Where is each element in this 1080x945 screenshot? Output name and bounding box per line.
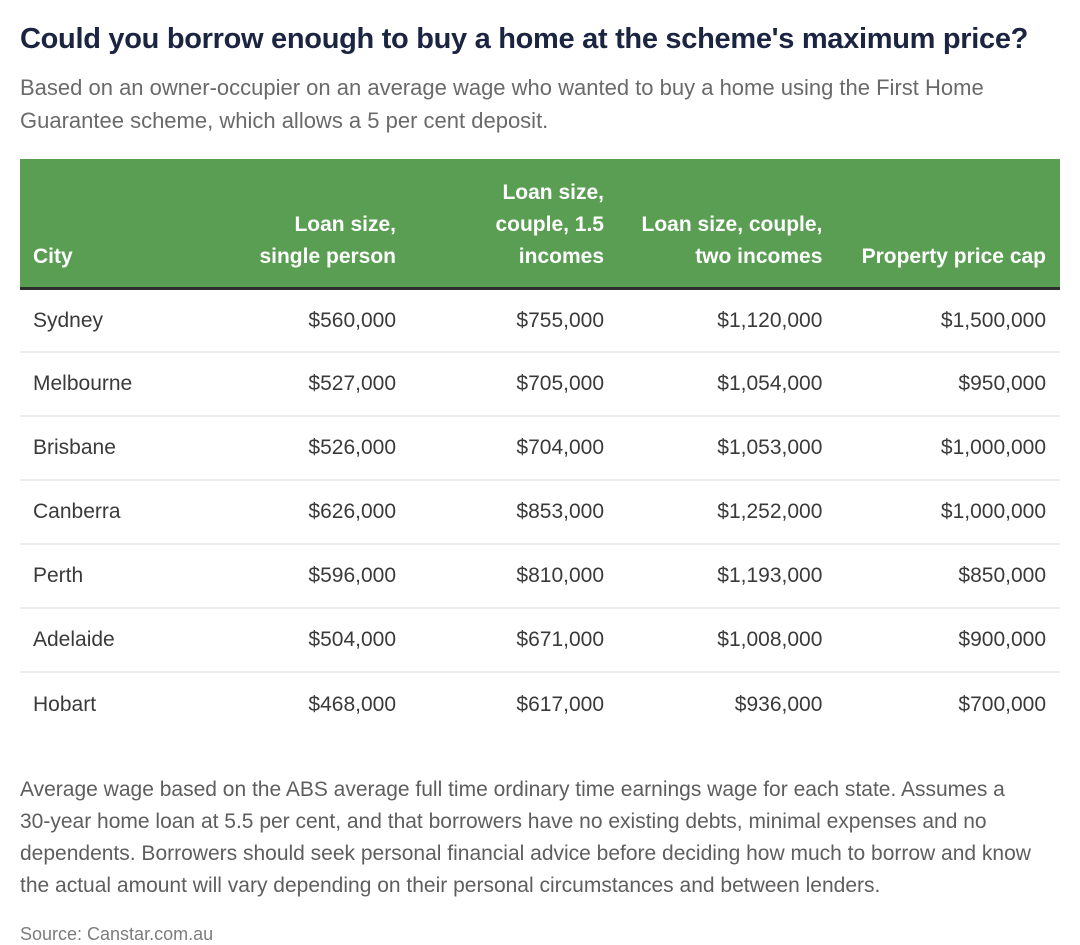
- table-row: Sydney $560,000 $755,000 $1,120,000 $1,5…: [20, 288, 1060, 352]
- loan-couple-1-5-cell: $705,000: [410, 351, 618, 417]
- loan-couple-1-5-cell: $704,000: [410, 415, 618, 481]
- page-title: Could you borrow enough to buy a home at…: [20, 23, 1029, 55]
- city-cell: Perth: [20, 543, 228, 609]
- table-row: Brisbane $526,000 $704,000 $1,053,000 $1…: [20, 415, 1060, 481]
- footnote: Average wage based on the ABS average fu…: [20, 778, 1031, 898]
- table-row: Melbourne $527,000 $705,000 $1,054,000 $…: [20, 351, 1060, 417]
- price-cap-cell: $950,000: [836, 351, 1060, 417]
- city-cell: Canberra: [20, 479, 228, 545]
- loan-single-cell: $526,000: [228, 415, 410, 481]
- column-header-loan-single: Loan size, single person: [228, 158, 410, 290]
- loan-couple-1-5-cell: $617,000: [410, 671, 618, 737]
- column-header-loan-couple-1-5-incomes: Loan size, couple, 1.5 incomes: [410, 158, 618, 290]
- loan-couple-two-cell: $1,252,000: [618, 479, 837, 545]
- loan-couple-two-cell: $936,000: [618, 671, 837, 737]
- table-row: Perth $596,000 $810,000 $1,193,000 $850,…: [20, 543, 1060, 609]
- source-attribution: Source: Canstar.com.au: [20, 924, 214, 945]
- loan-single-cell: $596,000: [228, 543, 410, 609]
- table-header: City Loan size, single person Loan size,…: [20, 158, 1060, 290]
- city-cell: Sydney: [33, 308, 104, 332]
- loan-size-table: City Loan size, single person Loan size,…: [20, 158, 1060, 737]
- loan-couple-1-5-cell: $755,000: [516, 308, 604, 332]
- price-cap-cell: $850,000: [836, 543, 1060, 609]
- subtitle: Based on an owner-occupier on an average…: [20, 74, 984, 133]
- city-cell: Hobart: [20, 671, 228, 737]
- loan-single-cell: $504,000: [228, 607, 410, 673]
- city-cell: Adelaide: [20, 607, 228, 673]
- table-row: Hobart $468,000 $617,000 $936,000 $700,0…: [20, 671, 1060, 737]
- table-row: Canberra $626,000 $853,000 $1,252,000 $1…: [20, 479, 1060, 545]
- price-cap-cell: $1,500,000: [940, 308, 1046, 332]
- loan-couple-two-cell: $1,120,000: [717, 308, 823, 332]
- loan-couple-two-cell: $1,008,000: [618, 607, 837, 673]
- loan-couple-two-cell: $1,053,000: [618, 415, 837, 481]
- loan-couple-two-cell: $1,193,000: [618, 543, 837, 609]
- loan-couple-two-cell: $1,054,000: [618, 351, 837, 417]
- city-cell: Brisbane: [20, 415, 228, 481]
- column-header-city: City: [20, 158, 228, 290]
- price-cap-cell: $700,000: [836, 671, 1060, 737]
- price-cap-cell: $1,000,000: [836, 415, 1060, 481]
- column-header-property-price-cap: Property price cap: [836, 158, 1060, 290]
- column-header-loan-couple-two-incomes: Loan size, couple, two incomes: [618, 158, 837, 290]
- loan-couple-1-5-cell: $853,000: [410, 479, 618, 545]
- loan-single-cell: $527,000: [228, 351, 410, 417]
- loan-single-cell: $468,000: [228, 671, 410, 737]
- loan-single-cell: $560,000: [308, 308, 396, 332]
- loan-couple-1-5-cell: $810,000: [410, 543, 618, 609]
- table-header-row: City Loan size, single person Loan size,…: [20, 158, 1060, 290]
- loan-couple-1-5-cell: $671,000: [410, 607, 618, 673]
- table-row: Adelaide $504,000 $671,000 $1,008,000 $9…: [20, 607, 1060, 673]
- price-cap-cell: $1,000,000: [836, 479, 1060, 545]
- table-body: Sydney $560,000 $755,000 $1,120,000 $1,5…: [20, 288, 1060, 737]
- loan-single-cell: $626,000: [228, 479, 410, 545]
- city-cell: Melbourne: [20, 351, 228, 417]
- price-cap-cell: $900,000: [836, 607, 1060, 673]
